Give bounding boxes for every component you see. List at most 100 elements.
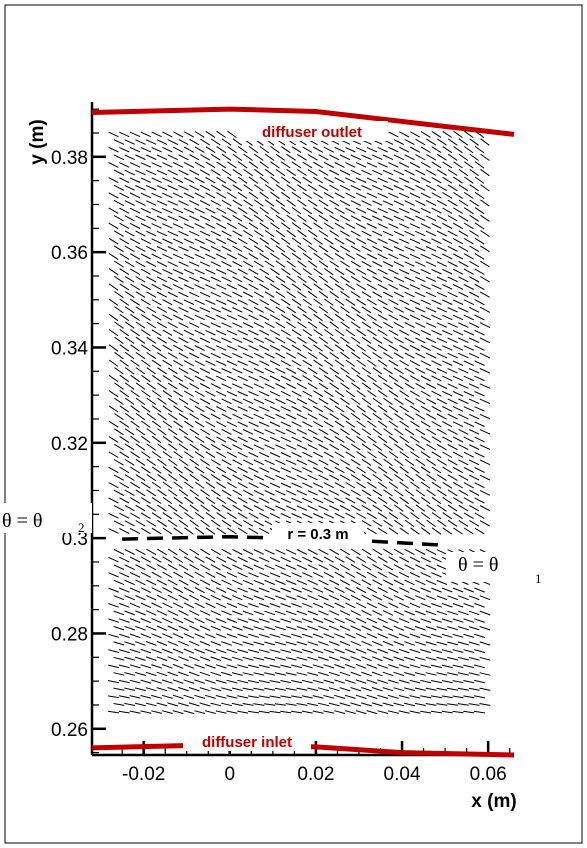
velocity-vector	[436, 656, 448, 661]
velocity-vector	[441, 680, 453, 684]
velocity-vector	[205, 161, 216, 169]
velocity-vector	[372, 489, 383, 497]
velocity-vector	[172, 663, 184, 669]
velocity-vector	[189, 610, 200, 616]
velocity-vector	[248, 391, 259, 397]
velocity-vector	[130, 313, 140, 321]
velocity-vector	[226, 481, 237, 489]
velocity-vector	[463, 283, 474, 290]
velocity-vector	[350, 671, 362, 677]
velocity-vector	[436, 307, 448, 313]
velocity-vector	[269, 497, 281, 504]
velocity-vector	[199, 337, 211, 344]
velocity-vector	[162, 284, 173, 290]
velocity-vector	[269, 375, 281, 382]
velocity-vector	[377, 587, 388, 594]
velocity-vector	[409, 253, 421, 260]
velocity-vector	[108, 649, 119, 653]
velocity-vector	[420, 695, 432, 699]
velocity-vector	[382, 261, 394, 267]
velocity-vector	[361, 169, 372, 176]
velocity-vector	[409, 664, 421, 669]
velocity-vector	[328, 610, 340, 616]
velocity-vector	[167, 397, 178, 405]
velocity-vector	[280, 146, 291, 154]
velocity-vector	[183, 617, 195, 624]
velocity-vector	[420, 649, 432, 654]
velocity-vector	[463, 664, 475, 669]
velocity-vector	[199, 367, 211, 374]
velocity-vector	[258, 406, 270, 412]
velocity-vector	[297, 260, 307, 268]
velocity-vector	[259, 314, 270, 321]
velocity-vector	[382, 579, 394, 586]
velocity-vector	[361, 321, 372, 329]
velocity-vector	[231, 672, 243, 676]
velocity-vector	[183, 177, 195, 184]
velocity-vector	[377, 633, 388, 639]
velocity-vector	[156, 154, 168, 161]
velocity-vector	[393, 564, 404, 571]
velocity-vector	[178, 154, 189, 161]
velocity-vector	[275, 579, 286, 585]
velocity-vector	[237, 679, 249, 684]
velocity-vector	[447, 199, 458, 207]
velocity-vector	[307, 154, 318, 161]
velocity-vector	[441, 587, 453, 593]
velocity-vector	[301, 679, 313, 684]
velocity-vector	[291, 572, 302, 578]
velocity-vector	[409, 299, 421, 305]
velocity-vector	[215, 390, 227, 397]
velocity-vector	[162, 268, 173, 275]
velocity-vector	[377, 177, 388, 183]
velocity-vector	[393, 625, 405, 631]
velocity-vector	[447, 444, 458, 451]
velocity-vector	[114, 336, 124, 345]
velocity-vector	[108, 162, 119, 168]
velocity-vector	[344, 694, 356, 699]
velocity-vector	[253, 579, 265, 585]
velocity-vector	[356, 512, 367, 519]
velocity-vector	[270, 222, 280, 230]
velocity-vector	[307, 184, 318, 192]
velocity-vector	[162, 648, 173, 654]
velocity-vector	[226, 314, 238, 321]
velocity-vector	[474, 253, 485, 260]
velocity-vector	[258, 695, 270, 699]
velocity-vector	[151, 405, 162, 413]
velocity-vector	[167, 579, 178, 586]
velocity-vector	[436, 153, 447, 161]
velocity-vector	[210, 489, 221, 497]
velocity-vector	[377, 223, 388, 229]
velocity-vector	[205, 512, 216, 520]
y-tick-label: 0.38	[51, 148, 88, 169]
velocity-vector	[254, 199, 264, 207]
velocity-vector	[194, 238, 205, 244]
velocity-vector	[162, 664, 173, 669]
velocity-vector	[442, 192, 453, 199]
velocity-vector	[452, 649, 464, 653]
velocity-vector	[140, 207, 152, 214]
velocity-vector	[237, 587, 248, 593]
velocity-vector	[393, 382, 404, 390]
velocity-vector	[442, 284, 453, 290]
velocity-vector	[226, 284, 238, 290]
velocity-vector	[140, 512, 151, 520]
velocity-vector	[243, 168, 253, 177]
velocity-vector	[189, 640, 200, 647]
velocity-vector	[474, 664, 486, 669]
velocity-vector	[145, 200, 157, 206]
velocity-vector	[113, 656, 125, 661]
velocity-vector	[323, 177, 334, 184]
velocity-vector	[216, 176, 227, 184]
velocity-vector	[366, 207, 378, 214]
velocity-vector	[253, 398, 265, 405]
velocity-vector	[307, 459, 318, 466]
velocity-vector	[183, 571, 194, 579]
velocity-vector	[474, 375, 485, 382]
velocity-vector	[388, 344, 399, 352]
velocity-vector	[253, 352, 265, 359]
velocity-vector	[468, 672, 480, 676]
velocity-vector	[463, 680, 475, 684]
velocity-vector	[468, 368, 480, 374]
